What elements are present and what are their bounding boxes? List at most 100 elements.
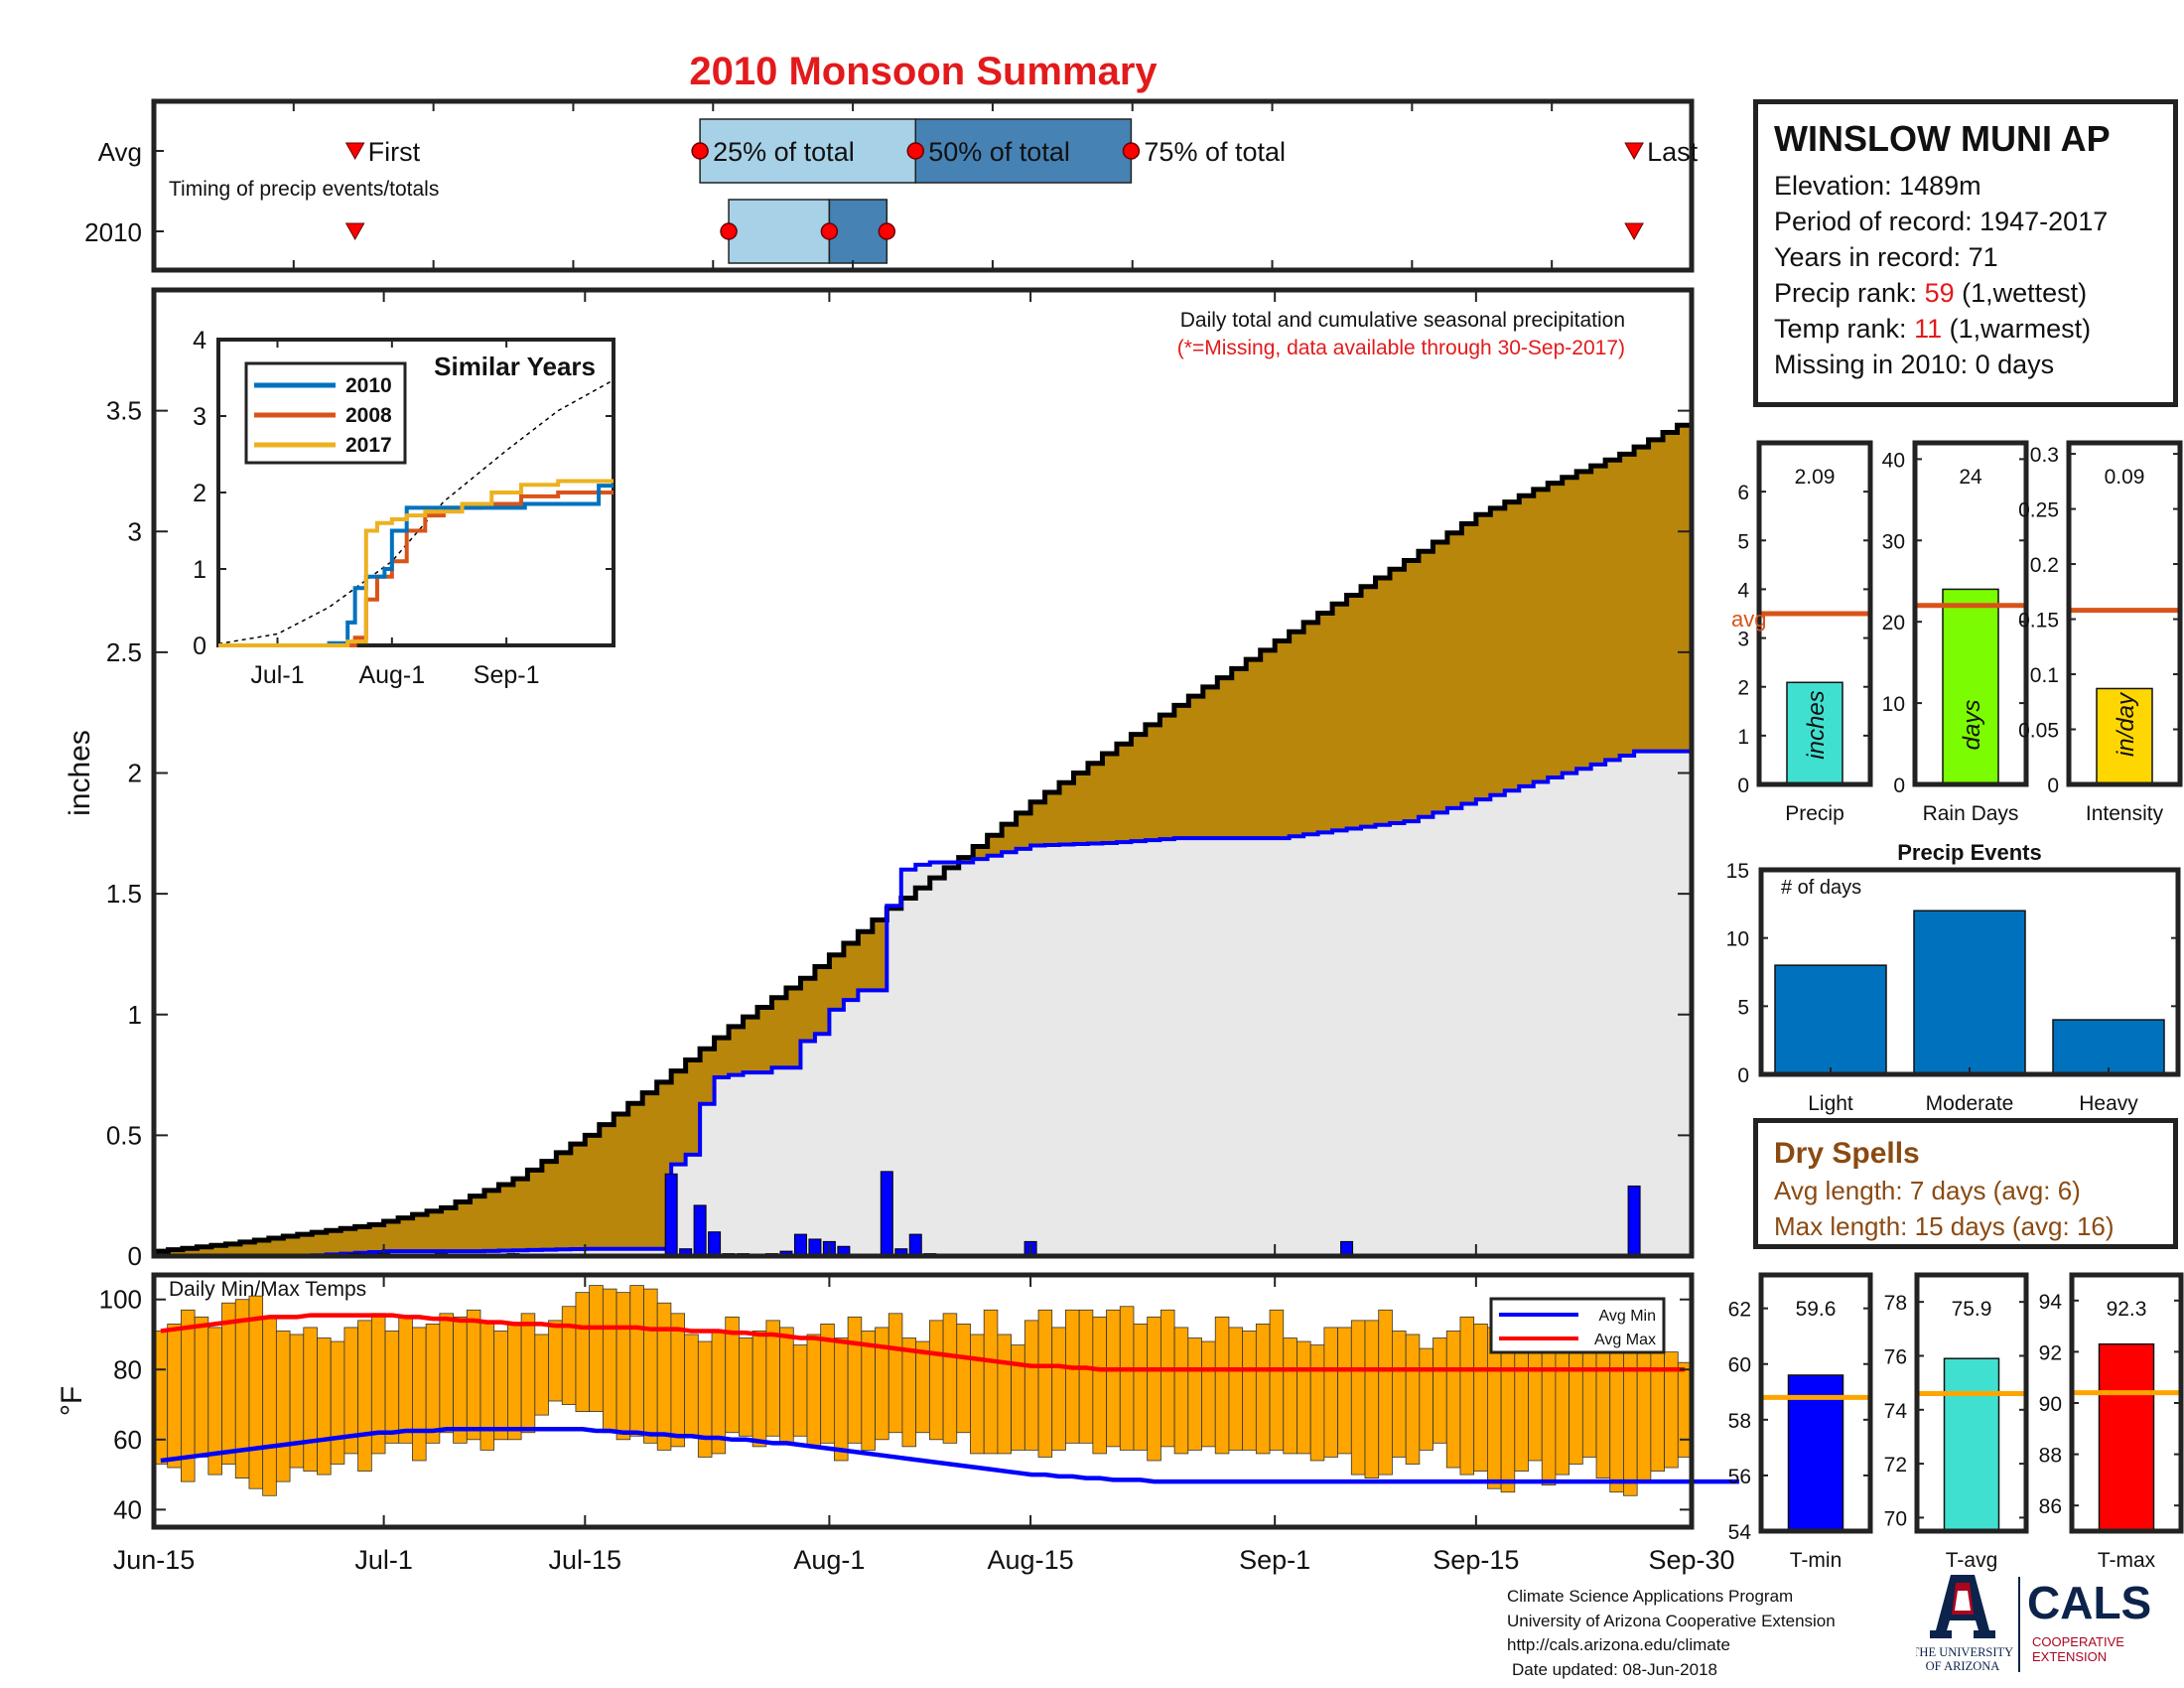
precip-rank: Precip rank: 59 (1,wettest) (1774, 275, 2157, 311)
xtick-label: Jul-1 (354, 1545, 413, 1575)
temp-range-bar (1459, 1316, 1475, 1476)
box-25-50 (728, 199, 831, 264)
temp-range-bar (262, 1316, 277, 1496)
first-last-marker (344, 222, 365, 241)
daily-precip-bar (664, 1173, 678, 1257)
temp-range-bar (602, 1288, 617, 1434)
similar-years-inset: 0 1 2 3 4 Jul-1 Aug-1 Sep-1 Similar Years 2010 200… (193, 327, 615, 689)
ytick-label: 74 (1884, 1400, 1908, 1423)
temp-range-bar (317, 1337, 332, 1476)
ytick-label: 6 (1737, 482, 1749, 504)
temp-range-bar (575, 1292, 591, 1412)
first-last-marker (1624, 222, 1644, 241)
temp-range-bar (643, 1288, 658, 1444)
ytick-label: 54 (1728, 1521, 1752, 1544)
temp-range-bar (493, 1331, 508, 1441)
temp-range-bar (275, 1331, 291, 1482)
temp-range-bar (901, 1337, 917, 1448)
ytick-label: 0.15 (2018, 610, 2059, 633)
temp-range-bar (507, 1323, 522, 1441)
xtick-label: Sep-15 (1433, 1545, 1519, 1575)
temp-range-bar (1405, 1334, 1421, 1465)
temp-range-bar (1378, 1309, 1393, 1476)
temp-range-bar (1297, 1340, 1311, 1455)
dry-spells-max: Max length: 15 days (avg: 16) (1774, 1211, 2115, 1241)
temp-range-bar (887, 1313, 903, 1434)
cals-text: CALS (2027, 1577, 2151, 1628)
temp-range-bar (1569, 1344, 1583, 1465)
temps-frame (151, 1272, 1695, 1530)
ua-line1: THE UNIVERSITY (1916, 1645, 2013, 1659)
avg-cumulative-line (154, 417, 1695, 1254)
ua-line2: OF ARIZONA (1926, 1659, 2000, 1673)
temp-range-bar (330, 1340, 345, 1465)
ytick-label: 0.3 (2030, 444, 2059, 467)
temp-range-bar (656, 1302, 672, 1451)
station-years: Years in record: 71 (1774, 242, 1998, 272)
station-info-box: WINSLOW MUNI AP Elevation: 1489m Period … (1753, 99, 2178, 407)
temp-range-bar (765, 1320, 780, 1437)
panel-label: T-avg (1946, 1549, 1998, 1572)
ytick-label: 1.5 (106, 879, 142, 909)
temp-range-bar (983, 1309, 999, 1455)
temp-range-bar (589, 1285, 604, 1412)
xtick-label: Jul-1 (250, 661, 304, 689)
ytick-label: 3 (193, 403, 206, 431)
temp-range-bar (1133, 1323, 1149, 1451)
events-ylabel: # of days (1781, 877, 1861, 899)
temp-range-bar (792, 1344, 808, 1437)
ytick-label: 30 (1882, 530, 1905, 553)
panel-frame (1758, 1272, 1873, 1534)
ytick-label: 5 (1737, 530, 1749, 553)
temp-range-bar (167, 1323, 182, 1469)
footer-line4: Date updated: 08-Jun-2018 (1512, 1659, 1717, 1679)
temp-range-bar (1623, 1340, 1638, 1496)
temp-range-bar (956, 1323, 971, 1434)
temp-range-bar (561, 1306, 577, 1405)
ytick-label: 0 (1737, 1064, 1749, 1087)
temp-range-bar (1242, 1331, 1257, 1451)
temp-range-bar (684, 1334, 699, 1437)
panel-value: 92.3 (2107, 1298, 2147, 1321)
temp-range-bar (970, 1334, 985, 1455)
coop-line1: COOPERATIVE (2032, 1634, 2124, 1649)
ytick-label: 90 (2039, 1393, 2062, 1416)
avg-min-line (160, 1426, 1739, 1484)
temp-range-bar (453, 1316, 468, 1444)
precip-rank-value: 59 (1924, 278, 1955, 308)
temp-range-bar (997, 1334, 1013, 1455)
panel-value: 2.09 (1795, 466, 1836, 489)
footer-line3: http://cals.arizona.edu/climate (1507, 1635, 1730, 1654)
temp-range-bar (806, 1334, 822, 1448)
temp-range-bar (1500, 1340, 1516, 1493)
temp-range-bar (1323, 1327, 1338, 1458)
box-25-50 (699, 118, 917, 184)
daily-precip-bar (880, 1171, 893, 1257)
label-last: Last (1647, 137, 1699, 167)
temp-range-bar (1201, 1340, 1216, 1448)
ytick-label: 60 (1728, 1354, 1751, 1377)
ytick-label: 0.1 (2030, 664, 2059, 687)
ytick-label: 0.05 (2018, 720, 2059, 743)
quantile-marker (906, 142, 925, 160)
ytick-label: 40 (113, 1494, 142, 1524)
ytick-label: 2 (128, 759, 142, 788)
ytick-label: 76 (1884, 1345, 1907, 1368)
ytick-label: 88 (2039, 1445, 2062, 1468)
temps-title: Daily Min/Max Temps (169, 1278, 366, 1301)
station-name: WINSLOW MUNI AP (1774, 118, 2111, 159)
ytick-label: 100 (99, 1285, 142, 1315)
temp-range-bar (439, 1313, 454, 1434)
ytick-label: 20 (1882, 612, 1905, 634)
station-elevation: Elevation: 1489m (1774, 171, 1981, 201)
xtick-label: Aug-1 (358, 661, 425, 689)
ytick-label: 60 (113, 1425, 142, 1455)
temp-range-bar (1173, 1327, 1189, 1455)
ytick-label: 2.5 (106, 637, 142, 667)
temp-range-bar (1514, 1344, 1529, 1472)
panel-frame (1756, 440, 1873, 787)
temp-range-bar (1051, 1327, 1066, 1451)
temp-range-bar (1364, 1320, 1380, 1479)
panel-unit: days (1959, 700, 1985, 751)
